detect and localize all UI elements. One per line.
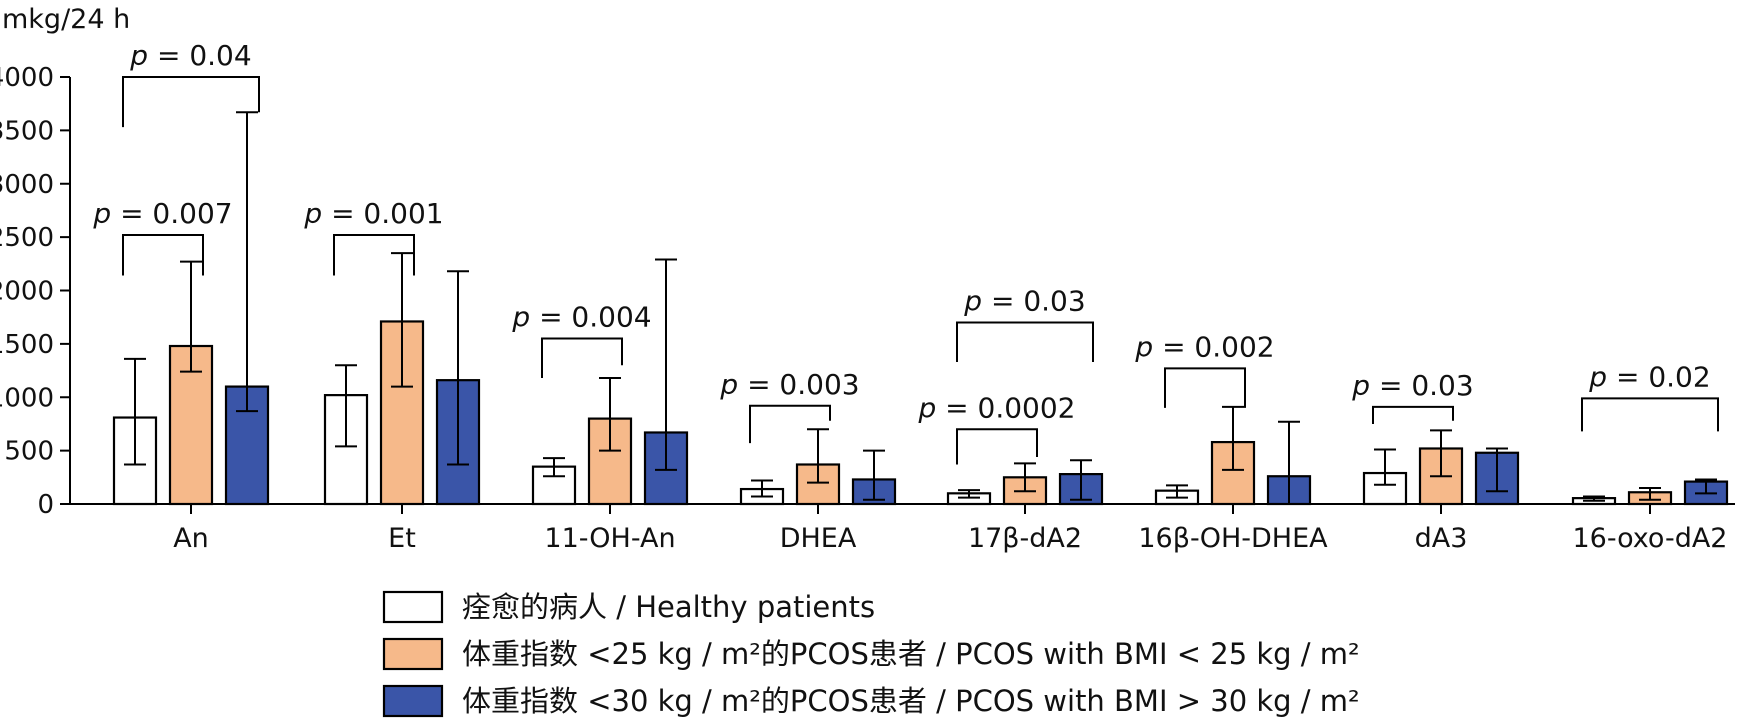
y-tick-label: 2000 [0,277,54,307]
significance-bracket [1372,405,1454,424]
p-value-label: p = 0.0002 [917,391,1075,424]
legend: 痊愈的病人 / Healthy patients 体重指数 <25 kg / m²… [382,590,1360,718]
y-tick-label: 3500 [0,116,54,146]
legend-swatch [382,637,444,671]
y-axis-unit-label: mkg/24 h [2,4,130,35]
p-value-label: p = 0.03 [963,285,1085,318]
p-value-label: p = 0.001 [303,197,443,230]
significance-bracket [956,428,1038,465]
legend-swatch [382,590,444,624]
y-tick-label: 500 [4,437,54,467]
significance-bracket [1164,367,1246,408]
significance-bracket [122,233,204,276]
y-tick-label: 3000 [0,170,54,200]
significance-bracket [122,76,260,128]
significance-bracket [1581,397,1719,432]
x-category-label: Et [388,523,416,554]
legend-label: 痊愈的病人 / Healthy patients [462,590,875,624]
x-category-label: 17β-dA2 [968,523,1082,554]
x-category-label: 11-OH-An [544,523,675,554]
x-category-label: An [173,523,209,554]
p-value-label: p = 0.02 [1588,360,1710,393]
bars-group [112,111,1729,506]
y-tick-label: 1500 [0,330,54,360]
y-tick-label: 1000 [0,383,54,413]
p-value-label: p = 0.04 [129,39,251,72]
significance-bracket [333,233,415,276]
p-value-label: p = 0.003 [719,368,859,401]
p-value-label: p = 0.03 [1351,369,1473,402]
legend-label: 体重指数 <30 kg / m²的PCOS患者 / PCOS with BMI … [462,684,1360,718]
axes: 0 500 1000 1500 2000 2500 3000 3500 4000 An Et 11-O… [0,63,1735,554]
p-value-label: p = 0.004 [511,301,651,334]
significance-bracket [956,321,1094,363]
y-tick-label: 2500 [0,223,54,253]
x-category-label: dA3 [1415,523,1468,554]
legend-label: 体重指数 <25 kg / m²的PCOS患者 / PCOS with BMI … [462,637,1360,671]
p-value-label: p = 0.002 [1134,330,1274,363]
y-tick-label: 4000 [0,63,54,93]
y-tick-label: 0 [37,490,54,520]
x-category-label: DHEA [780,523,857,554]
p-value-label: p = 0.007 [92,197,232,230]
legend-swatch [382,684,444,718]
x-category-label: 16β-OH-DHEA [1138,523,1328,554]
significance-brackets: p = 0.04 p = 0.007 p = 0.001 p = 0.004 p = 0… [92,39,1719,465]
significance-bracket [749,404,831,444]
x-category-label: 16-oxo-dA2 [1573,523,1728,554]
significance-bracket [541,337,623,379]
